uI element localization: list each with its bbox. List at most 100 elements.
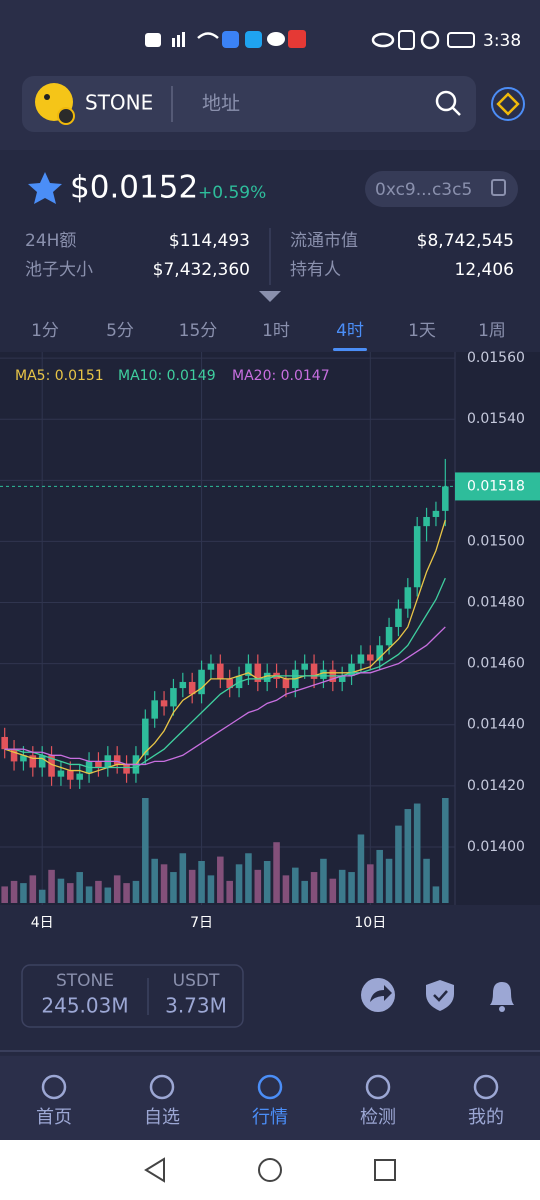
volume-bar	[226, 880, 233, 903]
clock: 3:38	[483, 31, 521, 51]
volume-bar	[357, 834, 365, 903]
home-button[interactable]	[258, 1158, 282, 1182]
tab-icon[interactable]	[41, 1074, 67, 1100]
chain-badge	[57, 107, 75, 125]
timeframe-tab[interactable]: 1时	[262, 321, 290, 341]
y-tick-label: 0.01440	[467, 717, 525, 733]
candle-body	[432, 510, 440, 517]
candle-body	[217, 663, 224, 679]
volume-bar	[442, 798, 449, 903]
security-button[interactable]	[426, 980, 454, 1011]
favorite-star[interactable]	[28, 172, 62, 204]
tab-label[interactable]: 检测	[360, 1107, 396, 1128]
search-placeholder[interactable]: 地址	[202, 93, 240, 115]
volume-bar	[76, 872, 83, 903]
volume-bar	[320, 858, 327, 903]
stat-label: 24H额	[25, 231, 76, 251]
stat-value: $7,432,360	[153, 260, 250, 280]
candle-body	[57, 770, 65, 777]
y-tick-label: 0.01420	[467, 778, 525, 794]
timeframe-tab[interactable]: 4时	[336, 321, 364, 341]
tab-icon[interactable]	[257, 1074, 283, 1100]
candle-body	[113, 755, 121, 765]
check-icon	[433, 990, 448, 1002]
candle-body	[207, 663, 215, 670]
volume-bar	[104, 887, 112, 903]
candle-body	[20, 755, 27, 762]
balance-label: USDT	[173, 971, 220, 991]
contract-address[interactable]: 0xc9...c3c5	[375, 180, 472, 200]
tab-label[interactable]: 我的	[468, 1107, 504, 1128]
x-tick-label: 4日	[31, 915, 54, 931]
search-icon-handle	[452, 107, 461, 116]
candle-body	[367, 654, 374, 661]
back-button[interactable]	[144, 1157, 165, 1183]
candle-body	[226, 678, 233, 689]
copy-icon[interactable]	[491, 179, 506, 196]
timeframe-tab[interactable]: 15分	[179, 321, 218, 341]
moving-average-line	[4, 519, 446, 775]
candle-body	[357, 654, 365, 664]
volume-bar	[1, 886, 8, 903]
candle-body	[142, 718, 149, 756]
address-pill[interactable]	[365, 171, 518, 207]
expand-arrow[interactable]	[259, 291, 281, 302]
tab-label[interactable]: 自选	[144, 1107, 180, 1128]
y-tick-label: 0.01500	[467, 533, 525, 549]
volume-bar	[235, 864, 243, 903]
volume-bar	[95, 880, 102, 903]
y-tick-label: 0.01560	[467, 350, 525, 366]
volume-bar	[385, 858, 393, 903]
candle-body	[188, 681, 196, 695]
token-name: STONE	[85, 91, 153, 115]
candle-body	[10, 749, 18, 762]
candle-body	[123, 764, 130, 774]
stat-label: 持有人	[290, 260, 341, 280]
bottom-background	[0, 905, 540, 1055]
tab-label[interactable]: 行情	[252, 1107, 288, 1128]
candle-body	[38, 755, 46, 768]
recents-button[interactable]	[374, 1159, 396, 1181]
stat-value: $114,493	[169, 231, 250, 251]
candle-body	[348, 663, 355, 676]
search-box[interactable]	[22, 76, 476, 132]
logo-eye	[44, 94, 50, 100]
timeframe-tab[interactable]: 5分	[106, 321, 134, 341]
candle-body	[160, 700, 168, 707]
volume-bar	[188, 869, 196, 903]
tab-icon[interactable]	[149, 1074, 175, 1100]
volume-bar	[132, 880, 140, 903]
volume-bar	[207, 875, 215, 903]
alert-button[interactable]	[490, 982, 514, 1005]
volume-bar	[57, 878, 65, 903]
volume-bar	[85, 886, 93, 903]
tab-label[interactable]: 首页	[36, 1107, 72, 1128]
tab-icon[interactable]	[365, 1074, 391, 1100]
balance-value: 3.73M	[165, 994, 227, 1018]
search-icon[interactable]	[435, 90, 457, 112]
candle-body	[404, 587, 412, 609]
volume-bar	[29, 875, 37, 903]
candle-body	[338, 675, 346, 682]
volume-bar	[198, 861, 205, 903]
volume-bar	[123, 883, 130, 903]
y-tick-label: 0.01400	[467, 839, 525, 855]
volume-bar	[376, 849, 383, 903]
timeframe-tab[interactable]: 1周	[478, 321, 506, 341]
balance-box	[21, 964, 244, 1028]
candle-body	[245, 663, 252, 676]
candle-body	[198, 669, 205, 695]
volume-bar	[301, 880, 308, 903]
chart-background	[0, 352, 540, 905]
tab-icon[interactable]	[473, 1074, 499, 1100]
volume-bar	[395, 825, 402, 903]
volume-bar	[151, 858, 158, 903]
candle-body	[48, 755, 55, 777]
stat-value: 12,406	[455, 260, 514, 280]
timeframe-tab[interactable]: 1天	[408, 321, 436, 341]
timeframe-tab[interactable]: 1分	[31, 321, 59, 341]
share-icon	[370, 985, 392, 1002]
candle-body	[395, 608, 402, 627]
price-change: +0.59%	[198, 183, 266, 203]
chain-switch[interactable]	[491, 87, 525, 121]
